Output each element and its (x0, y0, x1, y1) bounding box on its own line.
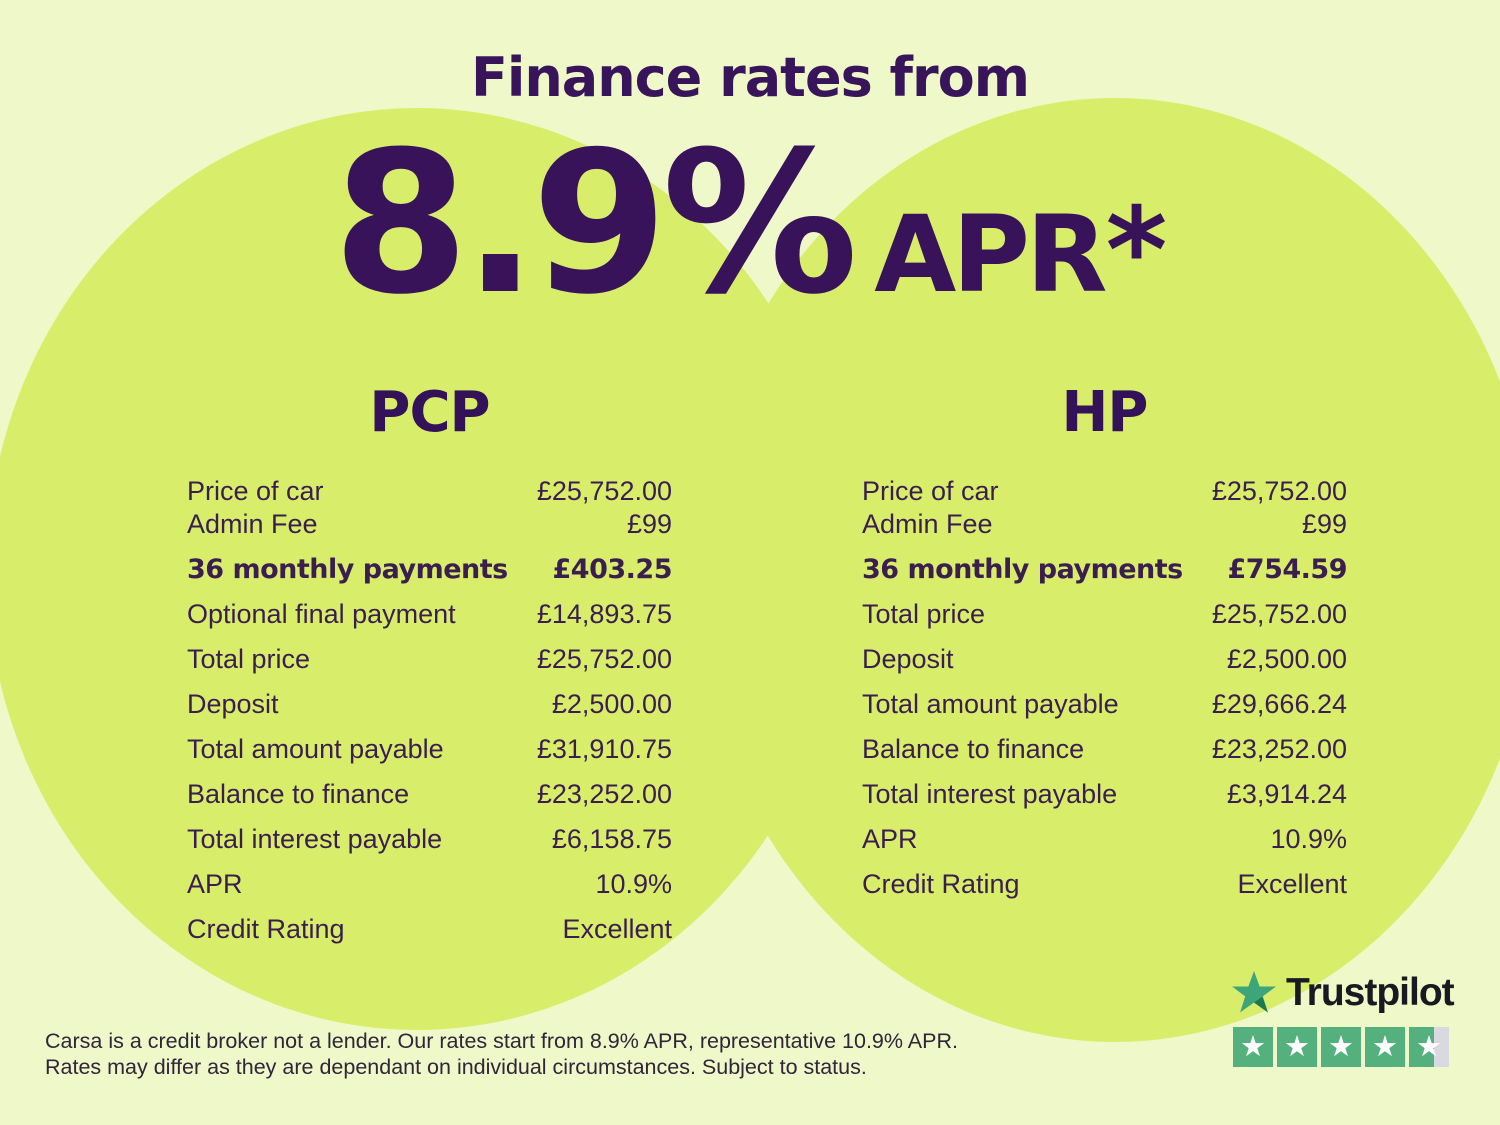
hp-heading: HP (1061, 380, 1149, 445)
hp-rows: Price of car £25,752.00 Admin Fee £99 36… (862, 475, 1348, 907)
row-value: £25,752.00 (536, 476, 672, 506)
row-label: Deposit (187, 689, 279, 719)
disclaimer: Carsa is a credit broker not a lender. O… (45, 1028, 958, 1080)
row-value: £2,500.00 (551, 689, 672, 719)
table-row: Total amount payable £31,910.75 (187, 727, 672, 772)
disclaimer-line-2: Rates may differ as they are dependant o… (45, 1055, 867, 1079)
table-row-highlight: 36 monthly payments £754.59 (862, 547, 1348, 592)
star-icon: ★ (1284, 1028, 1310, 1063)
hero-rate-block: 8.9% APR * (0, 126, 1500, 322)
row-label: Balance to finance (187, 779, 410, 809)
hp-table: HP Price of car £25,752.00 Admin Fee £99… (862, 380, 1348, 907)
row-label: Credit Rating (862, 869, 1020, 899)
row-value: £31,910.75 (536, 734, 672, 764)
row-value: Excellent (1237, 869, 1347, 899)
table-row: Total amount payable £29,666.24 (862, 682, 1347, 727)
rating-star-box: ★ (1365, 1027, 1405, 1067)
table-row: Deposit £2,500.00 (187, 682, 672, 727)
star-icon: ★ (1416, 1028, 1442, 1063)
table-row: Price of car £25,752.00 (187, 475, 672, 508)
row-value: 10.9% (1270, 824, 1347, 854)
row-value: £403.25 (552, 554, 673, 585)
trustpilot-logo: Trustpilot (1231, 970, 1455, 1014)
table-row: Admin Fee £99 (187, 508, 672, 541)
row-value: Excellent (562, 914, 672, 944)
trustpilot-rating-stars: ★ ★ ★ ★ ★ (1233, 1027, 1454, 1067)
row-label: 36 monthly payments (862, 554, 1183, 585)
disclaimer-line-1: Carsa is a credit broker not a lender. O… (45, 1029, 958, 1053)
table-row: Total price £25,752.00 (187, 637, 672, 682)
row-label: Price of car (187, 476, 324, 506)
row-label: Total price (862, 599, 986, 629)
hero-footnote-asterisk: * (1105, 181, 1168, 319)
row-label: Admin Fee (862, 509, 993, 539)
row-value: £14,893.75 (536, 599, 672, 629)
row-label: Optional final payment (187, 599, 456, 629)
row-label: Total interest payable (862, 779, 1118, 809)
rating-star-box-partial: ★ (1409, 1027, 1449, 1067)
row-value: £29,666.24 (1211, 689, 1347, 719)
rating-star-box: ★ (1277, 1027, 1317, 1067)
row-label: Credit Rating (187, 914, 345, 944)
row-label: APR (862, 824, 918, 854)
row-value: £23,252.00 (1211, 734, 1347, 764)
table-row: Total interest payable £3,914.24 (862, 772, 1347, 817)
row-value: £99 (1301, 509, 1347, 539)
row-value: £2,500.00 (1226, 644, 1347, 674)
table-row: APR 10.9% (187, 862, 672, 907)
row-label: APR (187, 869, 243, 899)
star-icon: ★ (1372, 1028, 1398, 1063)
background-circle-right (695, 98, 1500, 1042)
row-label: Total amount payable (187, 734, 444, 764)
row-label: Total interest payable (187, 824, 443, 854)
table-row: Balance to finance £23,252.00 (862, 727, 1347, 772)
table-row: Total price £25,752.00 (862, 592, 1347, 637)
row-value: £754.59 (1227, 554, 1348, 585)
hero-apr-label: APR (874, 193, 1107, 316)
trustpilot-star-icon (1232, 970, 1276, 1013)
table-row: Deposit £2,500.00 (862, 637, 1347, 682)
table-row: Balance to finance £23,252.00 (187, 772, 672, 817)
row-label: Total price (187, 644, 311, 674)
row-value: £23,252.00 (536, 779, 672, 809)
row-label: Deposit (862, 644, 954, 674)
row-value: £99 (626, 509, 672, 539)
row-value: £6,158.75 (551, 824, 672, 854)
row-value: £25,752.00 (536, 644, 672, 674)
row-label: Admin Fee (187, 509, 318, 539)
rating-star-box: ★ (1233, 1027, 1273, 1067)
row-value: £3,914.24 (1226, 779, 1347, 809)
row-label: Balance to finance (862, 734, 1085, 764)
pcp-rows: Price of car £25,752.00 Admin Fee £99 36… (187, 475, 673, 952)
row-value: £25,752.00 (1211, 599, 1347, 629)
row-label: 36 monthly payments (187, 554, 508, 585)
table-row: Credit Rating Excellent (187, 907, 672, 952)
row-label: Total amount payable (862, 689, 1119, 719)
row-label: Price of car (862, 476, 999, 506)
rating-star-box: ★ (1321, 1027, 1361, 1067)
trustpilot-wordmark: Trustpilot (1286, 970, 1455, 1014)
table-row: Optional final payment £14,893.75 (187, 592, 672, 637)
pcp-heading: PCP (369, 380, 490, 445)
table-row: APR 10.9% (862, 817, 1347, 862)
star-icon: ★ (1240, 1028, 1266, 1063)
pcp-table: PCP Price of car £25,752.00 Admin Fee £9… (187, 380, 673, 952)
table-row: Admin Fee £99 (862, 508, 1347, 541)
table-row-highlight: 36 monthly payments £403.25 (187, 547, 673, 592)
star-icon: ★ (1328, 1028, 1354, 1063)
row-value: £25,752.00 (1211, 476, 1347, 506)
table-row: Credit Rating Excellent (862, 862, 1347, 907)
hero-rate-value: 8.9% (332, 110, 859, 338)
table-row: Total interest payable £6,158.75 (187, 817, 672, 862)
trustpilot-widget: Trustpilot ★ ★ ★ ★ ★ (1231, 970, 1455, 1067)
row-value: 10.9% (595, 869, 672, 899)
page-title: Finance rates from (470, 46, 1030, 109)
table-row: Price of car £25,752.00 (862, 475, 1347, 508)
